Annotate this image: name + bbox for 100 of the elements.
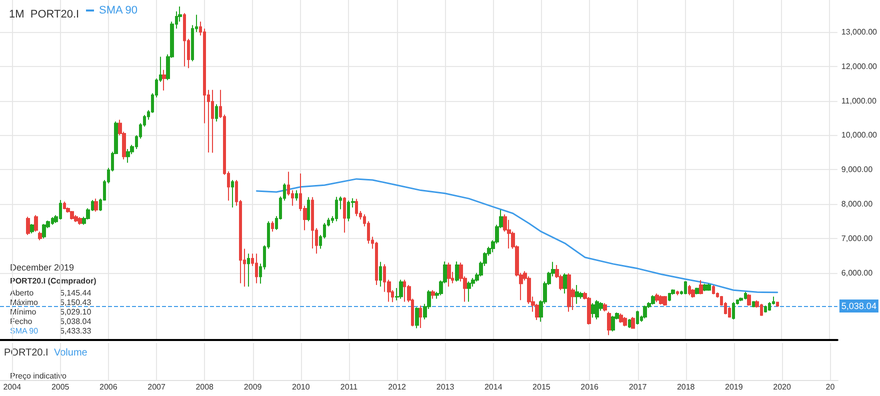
candlestick [355,198,358,217]
ref-line-label: 5,038.04 [841,301,876,311]
candlestick [603,302,607,312]
candlestick [575,284,579,304]
annotation: 5,029.10 [60,308,92,316]
candlestick [255,253,258,284]
x-tick-label: 2005 [51,382,70,392]
candlestick [38,231,42,241]
candlestick [676,290,679,296]
annotation: 5,433.33 [60,326,92,336]
candlestick [30,224,34,234]
candlestick [34,214,38,232]
y-tick-label: 9,000.00 [841,165,874,174]
legend-label: SMA 90 [99,4,138,16]
candlestick [162,69,166,92]
y-tick-label: 6,000.00 [841,268,874,278]
annotation: Máximo [10,298,39,307]
candlestick [415,306,419,329]
x-tick-label: 2007 [148,382,166,392]
candlestick [695,287,699,295]
candlestick [631,316,635,330]
candlestick [655,293,659,303]
x-tick-label: 2019 [725,382,744,392]
y-tick-label: 12,000.00 [841,62,878,71]
candlestick [467,281,471,302]
y-tick-label: 8,000.00 [841,200,874,209]
candlestick [587,296,591,326]
candlestick [42,224,46,239]
candlestick [26,216,30,236]
candlestick [455,261,459,282]
x-tick-label: 2018 [676,382,696,392]
x-tick-label: 2020 [773,382,792,392]
y-tick-label: 11,000.00 [841,96,877,106]
candlestick [611,315,615,332]
candlestick [764,305,767,313]
candlestick [628,318,631,328]
candlestick [375,241,378,286]
candlestick [63,201,66,210]
annotation: Mínimo [10,308,37,316]
y-tick-label: 13,000.00 [841,28,878,37]
candlestick [703,283,707,292]
candlestick [668,292,671,302]
candlestick [712,284,715,295]
candlestick [591,302,595,318]
x-tick-label: 2009 [244,382,262,392]
candlestick [126,148,130,164]
candlestick [563,272,567,294]
candlestick [70,210,74,220]
candlestick [271,220,274,232]
candlestick [623,316,627,327]
text: Volume [54,348,88,358]
annotation: 5,145.44 [60,288,92,298]
candlestick [94,198,98,212]
x-tick-label: 2012 [388,382,407,392]
candlestick [776,302,779,307]
candlestick [431,290,435,300]
candlestick [74,214,78,222]
text: Preço indicativo [10,372,68,380]
candlestick [619,313,623,324]
annotation: Fecho [10,317,33,326]
x-tick-label: 2016 [580,382,599,392]
text: 1M PORT20.I [9,8,80,20]
candlestick [247,253,250,288]
candlestick [295,190,298,202]
line-series [256,178,778,294]
x-tick-label: 2008 [196,382,214,392]
candlestick [752,300,755,308]
annotation: Aberto [10,288,34,298]
candlestick [335,196,338,222]
x-tick-label: 2017 [628,382,648,392]
x-tick-label: 2010 [292,382,310,392]
candlestick [732,302,735,320]
candlestick [691,288,695,298]
candlestick [343,196,346,234]
candlestick [707,283,711,292]
x-tick-label: 2013 [436,382,455,392]
x-tick-label: 20 [826,382,836,392]
x-tick-label: 2006 [100,382,118,392]
x-tick-label: 2014 [484,382,503,392]
candlestick [379,261,382,288]
candlestick [211,89,214,154]
candlestick [447,262,451,288]
candlestick [595,300,599,320]
candlestick [607,311,611,336]
x-tick-label: 2015 [532,382,551,392]
candlestick [567,272,571,312]
candlestick [688,284,691,296]
y-tick-label: 7,000.00 [841,234,874,243]
annotation: 5,150.43 [60,298,92,307]
candlestick [663,295,667,306]
candlestick [659,294,663,306]
candlestick [747,294,751,306]
candlestick [215,104,218,122]
candlestick [183,12,186,67]
x-tick-label: 2004 [3,382,22,392]
y-tick-label: 10,000.00 [841,130,878,140]
text: PORT20.I [4,348,48,358]
x-tick-label: 2011 [340,382,358,392]
annotation: 5,038.04 [60,317,92,326]
candlestick [643,305,647,319]
